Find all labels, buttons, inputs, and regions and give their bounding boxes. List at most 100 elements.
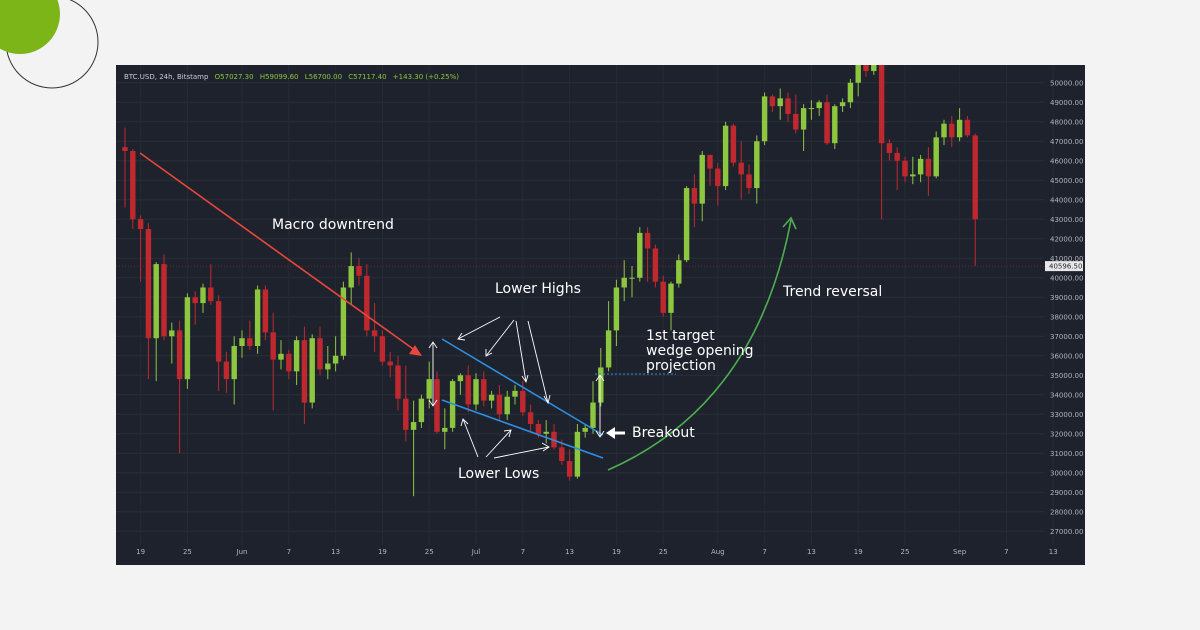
candle-body	[395, 365, 401, 399]
y-tick-label: 33000.00	[1050, 411, 1083, 419]
candle-body	[652, 248, 659, 282]
candle	[949, 115, 955, 148]
candle	[153, 262, 159, 382]
candle	[379, 330, 386, 366]
candle	[956, 108, 963, 142]
x-tick-label: 7	[1004, 548, 1008, 556]
y-tick-label: 32000.00	[1050, 430, 1083, 438]
candle-body	[863, 65, 869, 72]
candle-body	[387, 361, 393, 366]
candle-body	[699, 154, 705, 204]
candle-body	[644, 232, 651, 249]
candle	[364, 264, 370, 337]
candle-body	[262, 289, 269, 333]
candle-body	[660, 281, 666, 313]
candle	[972, 133, 978, 267]
x-tick-label: 7	[287, 548, 291, 556]
candle	[481, 371, 487, 407]
candle-body	[231, 346, 237, 380]
candle-body	[403, 398, 409, 430]
candle-body	[379, 336, 386, 362]
candle-body	[777, 98, 783, 107]
candle	[371, 303, 378, 352]
candle-body	[676, 260, 682, 284]
candle	[738, 141, 744, 200]
candle-body	[364, 275, 370, 331]
candle-body	[293, 340, 300, 372]
candle	[683, 186, 690, 263]
candle-body	[543, 431, 549, 434]
candle	[254, 285, 261, 354]
candle-body	[972, 135, 978, 220]
change-value: +143.30 (+0.25%)	[393, 73, 459, 81]
candle-body	[629, 277, 635, 279]
candle-body	[941, 123, 947, 138]
candle-body	[426, 379, 432, 399]
y-tick-label: 42000.00	[1050, 235, 1083, 243]
wedge-upper-line	[441, 338, 604, 436]
target-label-line2: wedge opening	[646, 343, 754, 359]
low-value: L56700.00	[305, 73, 342, 81]
candle-body	[956, 119, 963, 138]
candle	[793, 94, 799, 134]
candle	[754, 135, 760, 204]
candle	[917, 154, 924, 183]
candle	[746, 164, 752, 194]
x-tick-label: 25	[183, 548, 192, 556]
candle	[598, 347, 604, 407]
candle	[403, 365, 409, 442]
candle-body	[465, 375, 471, 405]
candle	[582, 424, 588, 438]
candle-body	[332, 355, 339, 364]
candle-body	[176, 330, 183, 380]
candle-body	[184, 297, 191, 380]
candle-body	[270, 332, 276, 360]
candle-body	[730, 125, 737, 163]
candle	[715, 162, 721, 206]
candle-body	[917, 158, 924, 175]
wedge-height-arrows	[428, 341, 605, 438]
candle	[434, 371, 440, 434]
candle-body	[964, 119, 971, 136]
candle	[566, 449, 573, 481]
x-tick-label: 19	[854, 548, 863, 556]
candle-body	[902, 160, 908, 177]
last-price-label: 40596.50	[1049, 263, 1082, 271]
last-price-tag	[1045, 261, 1083, 272]
lower-highs-label: Lower Highs	[495, 281, 581, 297]
x-tick-label: 19	[136, 548, 145, 556]
y-tick-label: 39000.00	[1050, 294, 1083, 302]
candle	[488, 390, 495, 409]
grid	[116, 65, 1054, 545]
candle	[317, 326, 323, 376]
candle-body	[683, 188, 690, 261]
candle	[824, 94, 830, 146]
candle	[239, 330, 245, 358]
candle	[278, 340, 284, 370]
candle-body	[301, 340, 308, 403]
candle-body	[317, 338, 323, 370]
candle-body	[769, 96, 776, 107]
candle-body	[200, 287, 206, 304]
candle	[722, 121, 729, 190]
price-chart: 27000.00 28000.00 29000.00 30000.00 31000.00…	[116, 65, 1085, 565]
candle-body	[559, 447, 565, 462]
x-tick-label: 25	[425, 548, 434, 556]
y-tick-label: 36000.00	[1050, 352, 1083, 360]
candle	[286, 349, 292, 380]
chart-canvas: 27000.00 28000.00 29000.00 30000.00 31000.00…	[116, 65, 1083, 556]
candle-body	[309, 338, 315, 403]
x-tick-label: 13	[565, 548, 574, 556]
candle	[512, 385, 518, 405]
candle-body	[590, 402, 596, 428]
candle	[777, 88, 783, 120]
y-tick-label: 31000.00	[1050, 450, 1083, 458]
candle-body	[208, 287, 214, 302]
candle	[613, 279, 620, 346]
candle-body	[325, 363, 331, 370]
candle-body	[130, 151, 136, 220]
wedge-lower-line	[441, 399, 604, 459]
candle-body	[192, 297, 198, 304]
candle	[855, 65, 861, 97]
candle	[902, 156, 908, 183]
